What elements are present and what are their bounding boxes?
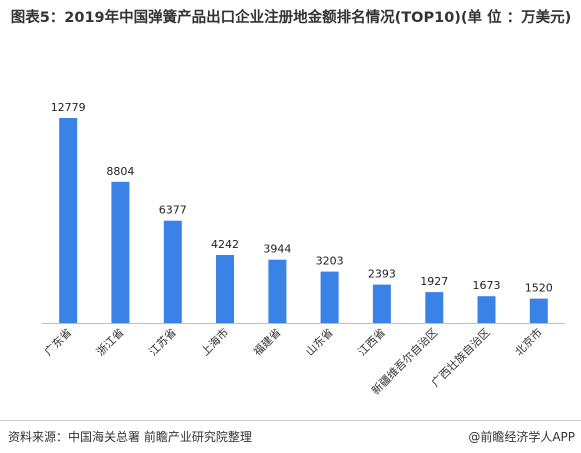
- footer: 资料来源：中国海关总署 前瞻产业研究院整理 @前瞻经济学人APP: [0, 420, 581, 453]
- category-label-6: 江西省: [355, 326, 388, 359]
- value-label-5: 3203: [316, 255, 344, 268]
- bar-9: [529, 298, 548, 323]
- bar-3: [216, 255, 234, 323]
- bar-5: [320, 271, 339, 323]
- value-label-7: 1927: [420, 275, 448, 288]
- value-label-9: 1520: [525, 282, 553, 295]
- bar-chart: 12779 8804 6377 4242 3944 3203 2393 1927 1673 152…: [42, 101, 565, 397]
- bar-2: [163, 220, 182, 323]
- category-label-0: 广东省: [42, 326, 75, 359]
- bar-8: [477, 296, 496, 323]
- value-label-4: 3944: [263, 243, 291, 256]
- category-label-2: 江苏省: [146, 326, 179, 359]
- bar-6: [372, 284, 391, 323]
- category-label-5: 山东省: [303, 326, 336, 359]
- value-label-6: 2393: [368, 268, 396, 281]
- value-label-2: 6377: [159, 204, 187, 217]
- category-label-3: 上海市: [198, 325, 231, 358]
- bar-7: [425, 292, 444, 323]
- bar-0: [59, 118, 78, 323]
- bar-1: [111, 181, 130, 323]
- category-label-4: 福建省: [250, 325, 283, 358]
- bars-layer: [59, 118, 548, 323]
- category-label-9: 北京市: [512, 325, 545, 358]
- value-label-8: 1673: [473, 279, 501, 292]
- category-label-1: 浙江省: [94, 326, 127, 359]
- value-labels-layer: 12779 8804 6377 4242 3944 3203 2393 1927 1673 152…: [51, 101, 553, 295]
- source-note: 资料来源：中国海关总署 前瞻产业研究院整理: [8, 430, 252, 444]
- value-label-0: 12779: [51, 101, 86, 114]
- value-label-1: 8804: [106, 165, 134, 178]
- credit-note: @前瞻经济学人APP: [468, 430, 575, 444]
- value-label-3: 4242: [211, 238, 239, 251]
- bar-4: [268, 259, 287, 323]
- chart-title: 图表5：2019年中国弹簧产品出口企业注册地金额排名情况(TOP10)(单 位 …: [10, 10, 572, 26]
